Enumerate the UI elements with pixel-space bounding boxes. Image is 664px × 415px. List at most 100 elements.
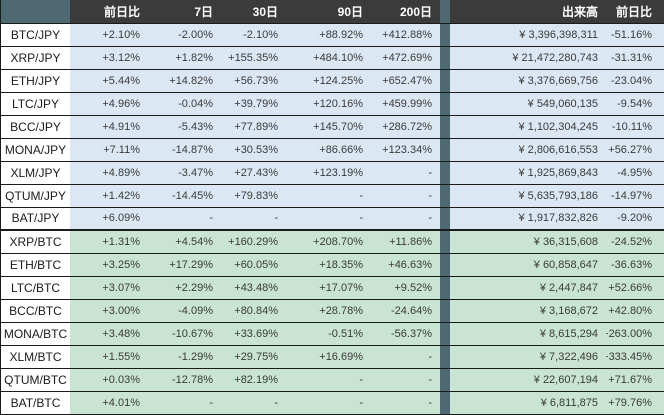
- change-1d: +7.11%: [70, 138, 148, 161]
- volume-change-1d: -9.54%: [606, 92, 664, 115]
- volume-change-1d: -4.95%: [606, 161, 664, 184]
- header-row: 前日比 7日 30日 90日 200日 出来高 前日比: [1, 0, 664, 23]
- change-200d: +11.86%: [371, 231, 440, 254]
- col-header-change-200d[interactable]: 200日: [371, 0, 440, 23]
- change-7d: -: [148, 392, 221, 414]
- section-divider: [440, 138, 450, 161]
- change-200d: +46.63%: [371, 254, 440, 277]
- change-200d: -56.37%: [371, 323, 440, 346]
- change-1d: +4.91%: [70, 115, 148, 138]
- col-header-change-30d[interactable]: 30日: [221, 0, 286, 23]
- change-7d: +14.82%: [148, 69, 221, 92]
- pair-label: BAT/JPY: [1, 207, 70, 230]
- change-1d: +3.25%: [70, 254, 148, 277]
- change-30d: +77.89%: [221, 115, 286, 138]
- change-1d: +3.00%: [70, 300, 148, 323]
- table-row[interactable]: XRP/JPY +3.12% +1.82% +155.35% +484.10% +472.…: [1, 45, 664, 69]
- change-90d: -0.51%: [286, 323, 371, 346]
- col-header-change-1d[interactable]: 前日比: [70, 0, 148, 23]
- change-1d: +2.10%: [70, 24, 148, 46]
- change-90d: +17.07%: [286, 277, 371, 300]
- change-30d: +155.35%: [221, 46, 286, 69]
- change-30d: +160.29%: [221, 231, 286, 254]
- change-30d: +80.84%: [221, 300, 286, 323]
- table-row[interactable]: LTC/BTC +3.07% +2.29% +43.48% +17.07% +9.52% ¥…: [1, 276, 664, 300]
- volume: ¥ 6,811,875: [450, 392, 606, 414]
- pair-label: XLM/JPY: [1, 161, 70, 184]
- volume: ¥ 8,615,294: [450, 323, 606, 346]
- volume-change-1d: -24.52%: [606, 231, 664, 254]
- table-row[interactable]: BAT/JPY +6.09% - - - - ¥ 1,917,832,826 -9.20%: [1, 206, 664, 230]
- volume-change-1d: +79.76%: [606, 392, 664, 414]
- table-row[interactable]: XLM/JPY +4.89% -3.47% +27.43% +123.19% - ¥ 1,9…: [1, 160, 664, 184]
- table-row[interactable]: MONA/JPY +7.11% -14.87% +30.53% +86.66% +123.…: [1, 137, 664, 161]
- table-row[interactable]: QTUM/JPY +1.42% -14.45% +79.83% - - ¥ 5,635,79…: [1, 183, 664, 207]
- corner-cell: [1, 0, 70, 23]
- change-7d: -4.09%: [148, 300, 221, 323]
- table-row[interactable]: BCC/JPY +4.91% -5.43% +77.89% +145.70% +286.7…: [1, 114, 664, 138]
- change-7d: +4.54%: [148, 231, 221, 254]
- change-90d: +120.16%: [286, 92, 371, 115]
- table-row[interactable]: XRP/BTC +1.31% +4.54% +160.29% +208.70% +11.8…: [1, 229, 664, 254]
- pair-label: ETH/JPY: [1, 69, 70, 92]
- change-1d: +3.12%: [70, 46, 148, 69]
- change-1d: +1.42%: [70, 184, 148, 207]
- volume: ¥ 21,472,280,743: [450, 46, 606, 69]
- volume-change-1d: +263.00%: [606, 323, 664, 346]
- pair-label: ETH/BTC: [1, 254, 70, 277]
- change-200d: +123.34%: [371, 138, 440, 161]
- table-row[interactable]: ETH/BTC +3.25% +17.29% +60.05% +18.35% +46.63…: [1, 253, 664, 277]
- section-divider: [440, 24, 450, 46]
- change-1d: +0.03%: [70, 369, 148, 391]
- section-divider: [440, 231, 450, 254]
- volume: ¥ 36,315,608: [450, 231, 606, 254]
- volume: ¥ 60,858,647: [450, 254, 606, 277]
- change-1d: +4.01%: [70, 392, 148, 414]
- volume: ¥ 2,806,616,553: [450, 138, 606, 161]
- change-200d: -: [371, 369, 440, 391]
- volume-change-1d: -14.97%: [606, 184, 664, 207]
- change-90d: -: [286, 184, 371, 207]
- change-30d: +30.53%: [221, 138, 286, 161]
- volume-change-1d: +333.45%: [606, 346, 664, 369]
- volume: ¥ 7,322,496: [450, 346, 606, 369]
- table-row[interactable]: MONA/BTC +3.48% -10.67% +33.69% -0.51% -56.37…: [1, 322, 664, 346]
- col-header-volume-change-1d[interactable]: 前日比: [606, 0, 664, 23]
- section-divider: [440, 323, 450, 346]
- table-row[interactable]: BTC/JPY +2.10% -2.00% -2.10% +88.92% +412.88%…: [1, 23, 664, 46]
- table-row[interactable]: LTC/JPY +4.96% -0.04% +39.79% +120.16% +459.9…: [1, 91, 664, 115]
- change-200d: +286.72%: [371, 115, 440, 138]
- change-7d: -5.43%: [148, 115, 221, 138]
- change-200d: -: [371, 346, 440, 369]
- table-row[interactable]: BCC/BTC +3.00% -4.09% +80.84% +28.78% -24.64%…: [1, 299, 664, 323]
- change-30d: -2.10%: [221, 24, 286, 46]
- change-200d: -: [371, 207, 440, 230]
- volume-change-1d: +52.66%: [606, 277, 664, 300]
- volume-change-1d: -36.63%: [606, 254, 664, 277]
- change-30d: +29.75%: [221, 346, 286, 369]
- col-header-change-90d[interactable]: 90日: [286, 0, 371, 23]
- change-90d: +124.25%: [286, 69, 371, 92]
- change-7d: -14.87%: [148, 138, 221, 161]
- change-90d: +28.78%: [286, 300, 371, 323]
- col-header-volume[interactable]: 出来高: [450, 0, 606, 23]
- volume: ¥ 5,635,793,186: [450, 184, 606, 207]
- section-divider: [440, 92, 450, 115]
- table-row[interactable]: ETH/JPY +5.44% +14.82% +56.73% +124.25% +652.…: [1, 68, 664, 92]
- volume: ¥ 2,447,847: [450, 277, 606, 300]
- pair-label: QTUM/JPY: [1, 184, 70, 207]
- table-row[interactable]: QTUM/BTC +0.03% -12.78% +82.19% - - ¥ 22,607,1…: [1, 368, 664, 391]
- col-header-change-7d[interactable]: 7日: [148, 0, 221, 23]
- change-1d: +1.31%: [70, 231, 148, 254]
- section-divider: [440, 392, 450, 414]
- table-row[interactable]: BAT/BTC +4.01% - - - - ¥ 6,811,875 +79.76%: [1, 391, 664, 414]
- volume-change-1d: -51.16%: [606, 24, 664, 46]
- table-row[interactable]: XLM/BTC +1.55% -1.29% +29.75% +16.69% - ¥ 7,32…: [1, 345, 664, 369]
- change-200d: -: [371, 184, 440, 207]
- change-7d: -1.29%: [148, 346, 221, 369]
- change-90d: +16.69%: [286, 346, 371, 369]
- section-divider: [440, 207, 450, 230]
- change-90d: -: [286, 207, 371, 230]
- change-90d: +484.10%: [286, 46, 371, 69]
